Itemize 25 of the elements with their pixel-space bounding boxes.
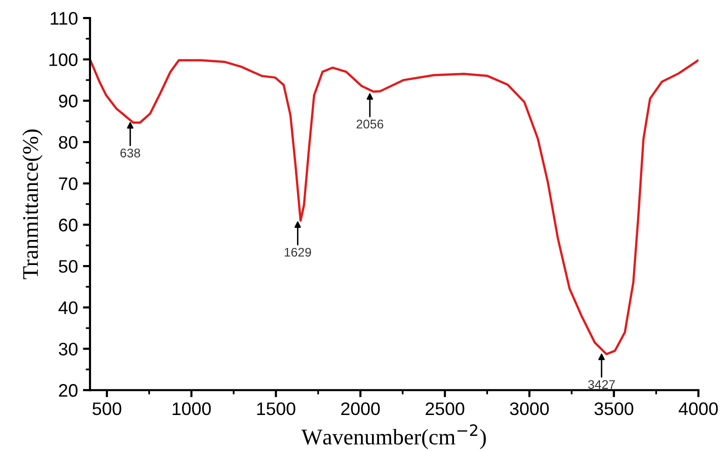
y-tick-label: 20: [59, 384, 78, 397]
y-tick-label: 80: [58, 136, 78, 149]
annotation: 3427: [588, 380, 615, 389]
y-tick-label: 70: [59, 177, 78, 190]
x-tick-label: 500: [92, 402, 122, 416]
y-tick-label: 30: [58, 342, 78, 356]
line-series: [90, 58, 698, 356]
y-axis-title: Tranmittance(%): [22, 130, 43, 280]
x-axis-title: Wavenumber(cm$^{−2}$): [301, 424, 486, 450]
x-tick-label: 1000: [172, 402, 211, 416]
y-tick-label: 100: [49, 53, 78, 66]
x-tick-label: 3000: [510, 402, 549, 416]
annotation: 2056: [356, 120, 384, 129]
y-tick-label: 60: [59, 218, 78, 232]
annotation: 1629: [284, 248, 312, 257]
x-tick-label: 1500: [257, 402, 296, 416]
annotation: 638: [120, 148, 140, 158]
x-tick-label: 4000: [678, 402, 718, 416]
x-tick-label: 2000: [341, 402, 380, 416]
y-tick-label: 110: [50, 12, 78, 25]
x-tick-label: 2500: [426, 402, 464, 416]
y-tick-label: 90: [58, 94, 78, 108]
x-tick-label: 3500: [594, 402, 634, 416]
y-tick-label: 40: [58, 301, 78, 314]
y-tick-label: 50: [58, 260, 78, 273]
